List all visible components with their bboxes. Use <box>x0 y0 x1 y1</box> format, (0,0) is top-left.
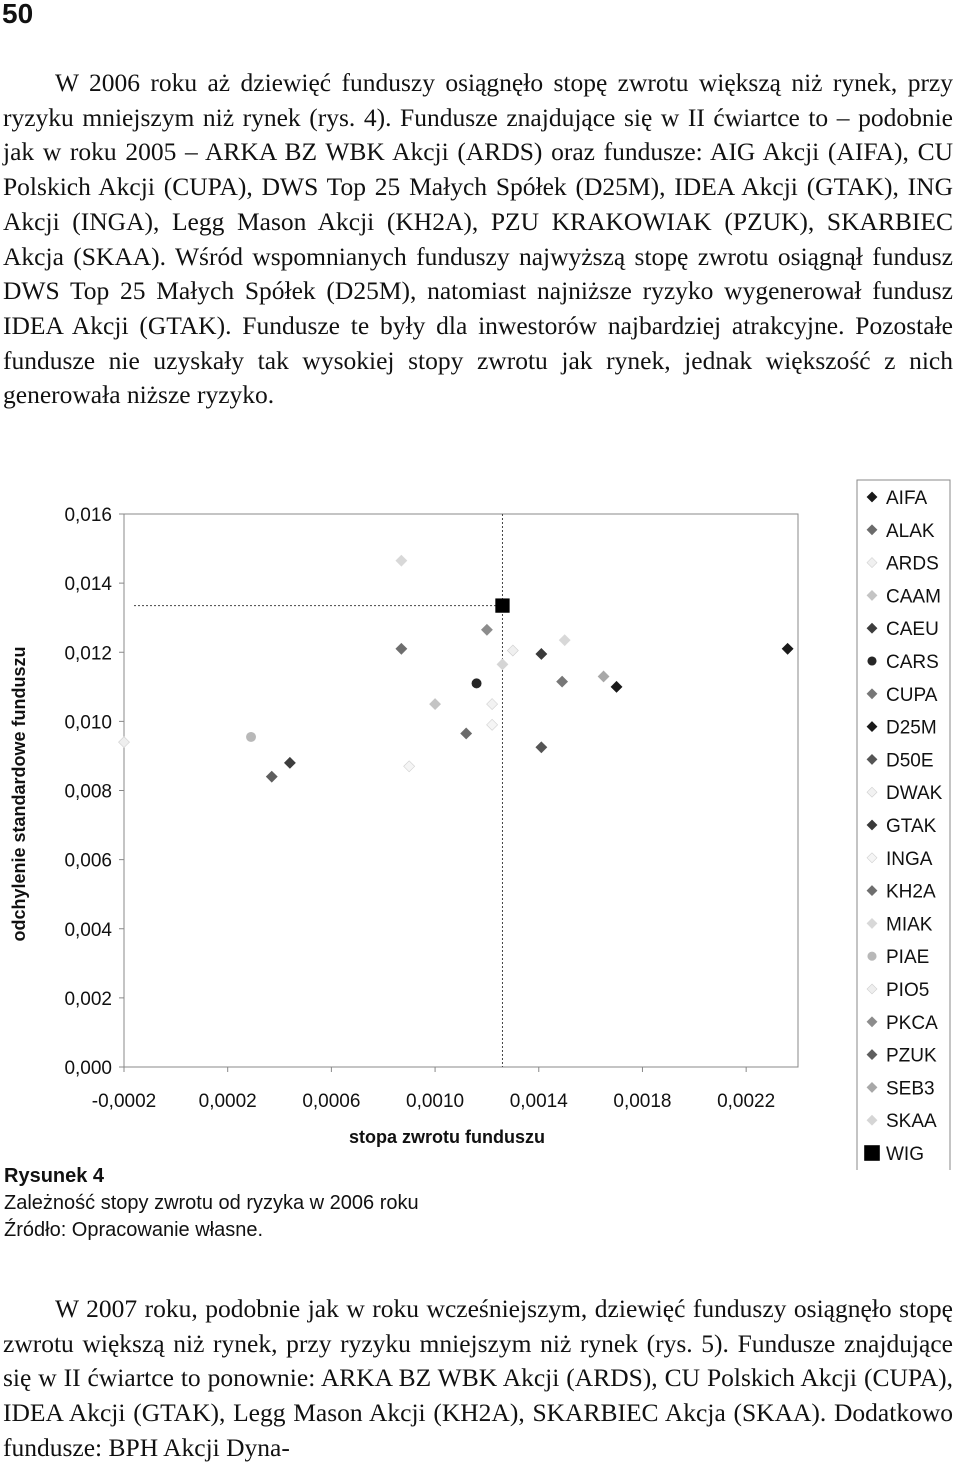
legend-label-pzuk: PZUK <box>886 1046 937 1067</box>
legend-marker-wig <box>864 1145 880 1161</box>
x-axis-label: stopa zwrotu funduszu <box>349 1127 545 1147</box>
x-tick-label: 0,0022 <box>717 1091 775 1112</box>
y-tick-label: 0,000 <box>64 1058 112 1079</box>
legend-label-skaa: SKAA <box>886 1111 937 1132</box>
legend-label-piae: PIAE <box>886 947 929 968</box>
figure-caption: Rysunek 4 Zależność stopy zwrotu od ryzy… <box>4 1163 419 1244</box>
legend-marker-pkca <box>866 1016 878 1028</box>
point-ards <box>506 644 519 657</box>
point-skaa <box>496 658 509 671</box>
legend-marker-pzuk <box>866 1049 878 1061</box>
legend-label-wig: WIG <box>886 1144 924 1165</box>
paragraph-2006: W 2006 roku aż dziewięć funduszy osiągnę… <box>3 68 953 410</box>
legend-label-miak: MIAK <box>886 914 933 935</box>
point-kh2a <box>395 642 408 655</box>
legend-label-aifa: AIFA <box>886 488 928 509</box>
point-inga <box>403 760 416 773</box>
point-pzuk <box>265 770 278 783</box>
plot-frame <box>123 513 799 1068</box>
legend-label-kh2a: KH2A <box>886 882 936 903</box>
y-tick-label: 0,016 <box>64 505 112 526</box>
y-tick-label: 0,010 <box>64 712 112 733</box>
legend-label-caeu: CAEU <box>886 619 939 640</box>
legend-label-d50e: D50E <box>886 750 934 771</box>
legend-marker-aifa <box>866 491 878 503</box>
point-cars <box>471 678 482 689</box>
point-cupa <box>556 675 569 688</box>
point-pio5 <box>118 736 130 749</box>
legend-marker-kh2a <box>866 885 878 897</box>
legend-marker-d25m <box>866 721 878 733</box>
legend-marker-cupa <box>866 688 878 700</box>
point-miak <box>395 554 408 567</box>
legend: AIFA ALAK ARDS CAAM CAEU CARS CUPA D25M D50E DWAK… <box>856 479 951 1170</box>
legend-label-inga: INGA <box>886 849 933 870</box>
data-points <box>118 554 794 783</box>
y-tick-label: 0,002 <box>64 989 112 1010</box>
y-axis-label: odchylenie standardowe funduszu <box>9 646 29 941</box>
page-number: 50 <box>2 0 34 29</box>
y-tick-label: 0,006 <box>64 851 112 872</box>
y-tick-label: 0,012 <box>64 643 112 664</box>
point-gtak <box>535 648 548 660</box>
legend-marker-inga <box>866 852 878 864</box>
x-tick-label: 0,0002 <box>199 1091 257 1112</box>
caption-subtitle: Zależność stopy zwrotu od ryzyka w 2006 … <box>4 1192 419 1214</box>
point-inga <box>486 718 499 731</box>
x-tick-label: 0,0010 <box>406 1091 464 1112</box>
axes: 0,000 0,002 0,004 0,006 0,008 0,010 0,012 0,014… <box>64 505 775 1112</box>
legend-marker-cars <box>867 656 877 666</box>
legend-marker-piae <box>867 951 877 961</box>
legend-label-pio5: PIO5 <box>886 980 929 1001</box>
legend-marker-pio5 <box>866 983 878 995</box>
legend-marker-caeu <box>866 622 878 634</box>
point-alak <box>460 727 473 740</box>
legend-marker-dwak <box>866 786 878 798</box>
point-d50e <box>535 741 548 754</box>
legend-marker-caam <box>866 589 878 601</box>
caption-source: Źródło: Opracowanie własne. <box>4 1219 264 1241</box>
legend-label-pkca: PKCA <box>886 1013 938 1034</box>
x-tick-label: 0,0006 <box>302 1091 360 1112</box>
y-tick-label: 0,014 <box>64 574 112 595</box>
point-wig <box>495 598 510 613</box>
x-tick-label: -0,0002 <box>92 1091 156 1112</box>
point-aifa <box>610 680 623 693</box>
legend-marker-ards <box>866 557 878 569</box>
point-seb3 <box>597 670 610 683</box>
legend-label-cars: CARS <box>886 652 939 673</box>
legend-marker-miak <box>866 917 878 929</box>
y-tick-label: 0,004 <box>64 920 112 941</box>
legend-marker-gtak <box>866 819 878 831</box>
legend-label-gtak: GTAK <box>886 816 937 837</box>
legend-label-caam: CAAM <box>886 586 941 607</box>
plot-area <box>123 513 799 1068</box>
legend-label-cupa: CUPA <box>886 685 938 706</box>
scatter-chart: 0,000 0,002 0,004 0,006 0,008 0,010 0,012 0,014… <box>9 479 951 1170</box>
legend-label-d25m: D25M <box>886 718 937 739</box>
point-d25m <box>781 642 794 655</box>
x-tick-label: 0,0014 <box>510 1091 569 1112</box>
legend-label-alak: ALAK <box>886 521 935 542</box>
paragraph-2007: W 2007 roku, podobnie jak w roku wcześni… <box>3 1294 953 1462</box>
point-caam <box>429 698 442 711</box>
point-pkca <box>480 623 493 636</box>
legend-label-dwak: DWAK <box>886 783 943 804</box>
legend-marker-alak <box>866 524 878 536</box>
point-caeu <box>283 756 296 769</box>
point-piae <box>246 731 256 742</box>
point-miak <box>558 634 571 647</box>
y-tick-label: 0,008 <box>64 782 112 803</box>
caption-title: Rysunek 4 <box>4 1165 105 1187</box>
legend-label-seb3: SEB3 <box>886 1078 935 1099</box>
legend-marker-d50e <box>866 753 878 765</box>
legend-label-ards: ARDS <box>886 554 939 575</box>
legend-marker-skaa <box>866 1114 878 1126</box>
legend-marker-seb3 <box>866 1081 878 1093</box>
point-dwak <box>486 698 499 711</box>
x-tick-label: 0,0018 <box>613 1091 671 1112</box>
